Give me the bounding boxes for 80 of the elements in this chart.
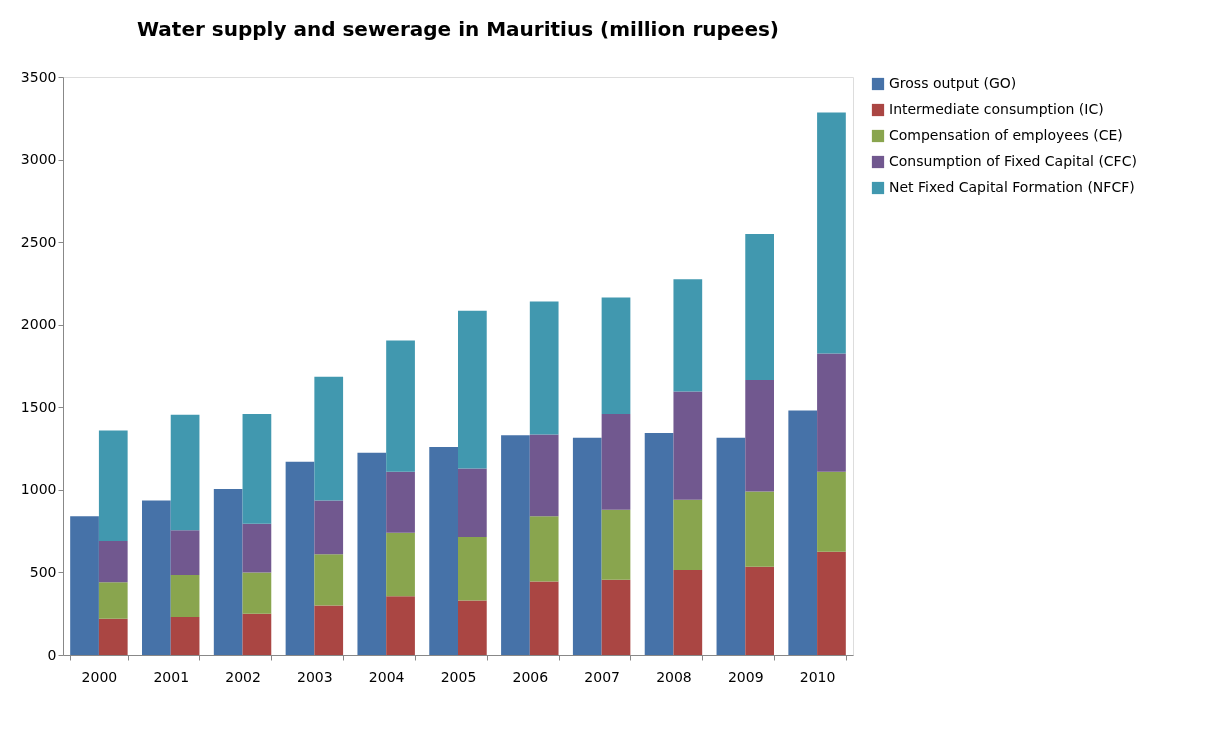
bar [458,600,487,655]
bar [529,434,559,517]
bar [314,376,344,501]
bar [98,618,128,655]
bar [98,541,128,583]
x-tick-label: 2010 [799,668,836,685]
bar [673,391,703,500]
bar [458,310,487,469]
y-tick-label: 2000 [20,316,57,333]
bar [673,279,703,392]
bar [170,574,200,618]
bar [98,582,128,619]
bar [745,233,774,381]
x-tick-label: 2008 [656,668,692,685]
x-tick-label: 2005 [440,668,477,685]
bar [601,509,631,580]
bar [745,380,774,492]
bar [386,340,415,472]
bar [673,569,703,655]
bar [817,471,846,552]
bar [170,530,200,575]
bar [429,446,458,655]
bar [386,596,415,655]
bar [458,468,487,537]
x-tick-label: 2006 [512,668,549,685]
bar [529,516,559,582]
legend-label: Compensation of employees (CE) [889,127,1123,143]
bar [170,414,200,531]
bar [644,432,674,655]
bar [285,461,315,655]
bar [572,437,602,655]
bar [817,112,846,354]
x-tick-label: 2004 [368,668,405,685]
bar [601,413,631,510]
x-tick-label: 2003 [297,668,333,685]
bar [817,353,846,472]
bar [601,297,631,414]
legend-label: Net Fixed Capital Formation (NFCF) [889,179,1135,195]
bar [314,554,344,606]
bar [242,413,272,524]
bar [242,572,272,614]
bar [98,430,128,542]
bar [386,471,415,533]
bar [817,551,846,655]
bar [673,499,703,570]
y-tick-label: 1000 [20,481,57,498]
legend-label: Intermediate consumption (IC) [889,101,1104,117]
y-tick-label: 3500 [20,68,57,85]
bar [70,516,99,655]
y-tick-label: 500 [29,563,57,580]
bar [529,301,559,435]
x-tick-label: 2000 [81,668,118,685]
bar [242,523,272,573]
bar [314,500,344,555]
x-tick-label: 2009 [727,668,764,685]
x-tick-label: 2002 [225,668,261,685]
bar [458,536,487,601]
bar [529,581,559,655]
legend-label: Consumption of Fixed Capital (CFC) [889,153,1137,169]
bar [314,605,344,655]
bar [501,435,530,655]
bar [386,532,415,597]
bar [745,566,774,655]
chart-title: Water supply and sewerage in Mauritius (million rupees) [136,17,780,41]
bar [716,437,746,655]
bar [357,452,387,655]
legend-label: Gross output (GO) [889,75,1017,91]
y-tick-label: 0 [47,646,57,663]
y-tick-label: 2500 [20,233,57,250]
bar [242,613,272,655]
bar [601,579,631,655]
bar [745,491,774,567]
x-tick-label: 2001 [153,668,190,685]
bar [213,489,243,655]
y-tick-label: 3000 [20,151,57,168]
y-tick-label: 1500 [20,398,57,415]
bar [788,410,818,655]
bar [142,500,171,655]
x-tick-label: 2007 [584,668,620,685]
bar [170,617,200,655]
